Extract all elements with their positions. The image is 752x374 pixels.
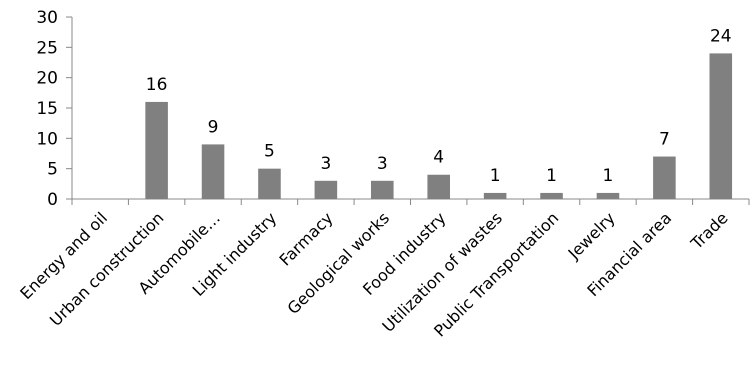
data-labels: 16 9 5 3 3 4 1 1 1 7 24: [146, 26, 732, 186]
bar: [201, 144, 225, 199]
y-tick-label: 25: [36, 38, 58, 58]
data-label: 5: [264, 142, 275, 162]
data-label: 1: [603, 166, 614, 186]
y-tick-label: 5: [47, 160, 58, 180]
bar: [314, 180, 338, 199]
y-tick-label: 15: [36, 99, 58, 119]
bar: [483, 192, 507, 199]
category-label: Geological works: [283, 208, 393, 318]
data-label: 4: [433, 148, 444, 168]
y-tick-label: 30: [36, 8, 58, 28]
data-label: 1: [546, 166, 557, 186]
bar: [427, 174, 450, 199]
x-axis: [71, 198, 750, 205]
bar: [596, 192, 620, 199]
bar: [145, 101, 168, 199]
category-label: Trade: [686, 208, 731, 253]
y-tick-label: 20: [36, 69, 58, 89]
data-label: 24: [710, 26, 732, 46]
bar: [709, 53, 733, 200]
data-label: 7: [659, 130, 670, 150]
data-label: 3: [377, 154, 388, 174]
data-label: 16: [146, 75, 168, 95]
bars: [145, 53, 733, 200]
data-label: 1: [490, 166, 501, 186]
y-tick-label: 0: [47, 190, 58, 210]
bar: [371, 180, 394, 199]
data-label: 9: [208, 117, 219, 137]
data-label: 3: [320, 154, 331, 174]
bar: [653, 156, 676, 199]
bar: [540, 192, 563, 199]
bar: [258, 168, 281, 199]
category-label: Jewelry: [564, 208, 619, 263]
y-tick-label: 10: [36, 129, 58, 149]
y-axis: 0 5 10 15 20 25 30: [36, 8, 73, 210]
